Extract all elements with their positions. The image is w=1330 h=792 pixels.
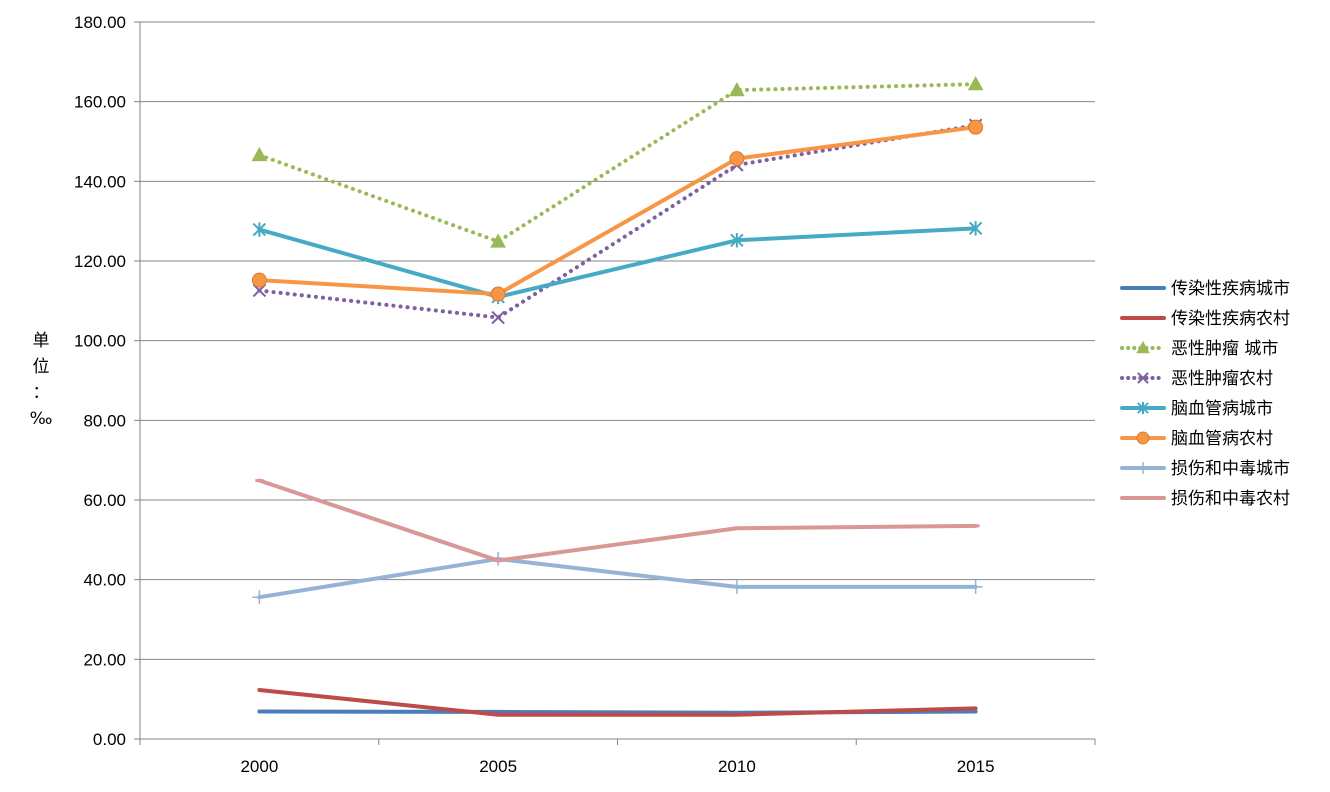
data-point [490, 286, 506, 302]
x-tick-label: 2000 [240, 757, 278, 776]
series-line [257, 125, 978, 297]
series-line [257, 478, 978, 563]
y-tick-label: 80.00 [83, 411, 126, 430]
legend-entry: 脑血管病城市 [1120, 399, 1273, 419]
legend-label: 损伤和中毒农村 [1171, 489, 1290, 509]
data-point [968, 119, 984, 135]
legend-entry: 恶性肿瘤 城市 [1120, 339, 1278, 359]
x-axis-tick-labels: 2000 2005 2010 2015 [240, 757, 994, 776]
series-line [257, 226, 978, 299]
data-point [968, 221, 983, 236]
series-group [251, 76, 984, 717]
gridlines [140, 21, 1095, 740]
legend-marker [1137, 462, 1149, 474]
data-point [251, 147, 268, 162]
legend-label: 传染性疾病农村 [1171, 309, 1290, 329]
legend-label: 脑血管病农村 [1171, 429, 1273, 449]
y-tick-label: 40.00 [83, 571, 126, 590]
data-point [252, 283, 267, 298]
y-tick-label: 140.00 [74, 172, 126, 191]
data-point [968, 579, 983, 594]
x-tick-label: 2015 [957, 757, 995, 776]
series [252, 118, 983, 325]
y-axis-label: 单 位 ： ‰ [26, 328, 56, 432]
data-point [252, 590, 267, 605]
series [257, 688, 978, 717]
series [251, 119, 984, 302]
y-tick-label: 100.00 [74, 332, 126, 351]
y-tick-label: 60.00 [83, 491, 126, 510]
legend-entry: 恶性肿瘤农村 [1120, 369, 1273, 389]
data-point [251, 272, 267, 288]
y-tick-label: 180.00 [74, 13, 126, 32]
legend-marker [1136, 341, 1150, 354]
legend-entry: 传染性疾病城市 [1120, 279, 1290, 299]
y-tick-label: 120.00 [74, 252, 126, 271]
series-line [257, 123, 978, 320]
data-point [729, 151, 745, 167]
legend-marker [1137, 372, 1149, 384]
series [252, 551, 983, 605]
marker-stroke [491, 310, 505, 325]
legend-label: 恶性肿瘤农村 [1171, 369, 1273, 389]
series-line [257, 82, 978, 244]
axes [134, 21, 1096, 745]
legend-entry: 传染性疾病农村 [1120, 309, 1290, 329]
y-tick-label: 20.00 [83, 650, 126, 669]
data-point [252, 222, 267, 237]
legend-entry: 损伤和中毒城市 [1120, 459, 1290, 479]
y-axis-tick-labels: 0.00 20.00 40.00 60.00 80.00 100.00 120.00 140.… [74, 13, 126, 749]
y-tick-label: 0.00 [93, 730, 126, 749]
data-point [729, 579, 744, 594]
series-line [257, 688, 978, 717]
series-line [257, 556, 978, 600]
marker-stroke [1137, 372, 1149, 384]
y-tick-label: 160.00 [74, 93, 126, 112]
legend-marker [1136, 431, 1150, 445]
legend-entry: 脑血管病农村 [1120, 429, 1273, 449]
data-point [729, 82, 745, 97]
legend-label: 传染性疾病城市 [1171, 279, 1290, 299]
legend-label: 损伤和中毒城市 [1171, 459, 1290, 479]
legend-label: 脑血管病城市 [1171, 399, 1273, 419]
legend-entry: 损伤和中毒农村 [1120, 489, 1290, 509]
data-point [490, 233, 506, 248]
y-axis-label-char: ： [32, 383, 50, 403]
y-axis-label-char: 单 [32, 331, 50, 351]
series [252, 221, 983, 305]
series [255, 478, 980, 563]
legend-label: 恶性肿瘤 城市 [1171, 339, 1278, 359]
data-point [967, 76, 984, 91]
x-tick-label: 2010 [718, 757, 756, 776]
y-axis-label-char: ‰ [29, 409, 53, 429]
data-point [491, 310, 505, 325]
marker-stroke [252, 283, 267, 298]
x-tick-label: 2005 [479, 757, 517, 776]
series [251, 76, 984, 248]
y-axis-label-char: 位 [32, 357, 50, 377]
data-point [730, 233, 744, 248]
legend-marker [1137, 401, 1149, 415]
